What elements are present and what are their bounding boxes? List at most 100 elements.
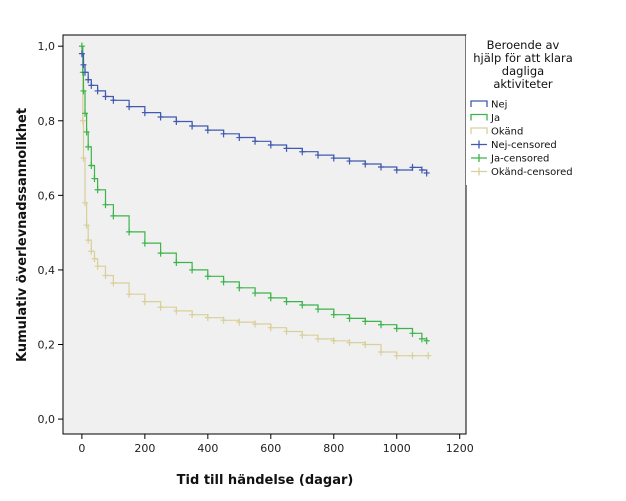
censor-marker: [85, 236, 92, 244]
censor-marker: [91, 175, 98, 183]
censor-marker: [94, 186, 101, 194]
censor-marker: [409, 163, 416, 171]
censor-marker: [110, 96, 117, 104]
censor-marker: [393, 324, 400, 332]
censor-marker: [236, 318, 243, 326]
censor-marker: [102, 272, 109, 280]
censor-marker: [79, 117, 86, 125]
censor-marker: [189, 311, 196, 319]
censor-marker: [283, 327, 290, 335]
legend-swatch: [471, 140, 487, 149]
censor-marker: [346, 157, 353, 165]
censor-marker: [377, 321, 384, 329]
legend-swatch: [470, 127, 488, 134]
censor-marker: [220, 130, 227, 138]
censor-marker: [252, 320, 259, 328]
censor-marker: [418, 335, 425, 343]
censor-marker: [252, 289, 259, 297]
legend-label: Okänd: [491, 127, 523, 138]
censor-marker: [102, 93, 109, 101]
censor-marker: [204, 314, 211, 322]
legend-entry-ja-censored: Ja-censored: [471, 154, 549, 165]
censor-marker: [80, 154, 87, 162]
censor-marker: [85, 143, 92, 151]
x-tick-label: 1000: [383, 442, 411, 455]
y-tick-label: 0,2: [38, 339, 56, 352]
censor-marker: [393, 352, 400, 360]
y-tick-label: 1,0: [38, 40, 56, 53]
censor-marker: [377, 348, 384, 356]
legend-swatch: [471, 154, 487, 162]
censor-marker: [330, 337, 337, 345]
censor-marker: [88, 247, 95, 255]
y-tick-label: 0,6: [38, 189, 56, 202]
censor-marker: [220, 316, 227, 324]
censor-marker: [141, 298, 148, 306]
censor-marker: [91, 255, 98, 263]
censor-marker: [267, 141, 274, 149]
legend-title-line: Beroende av: [487, 38, 560, 52]
censor-marker: [88, 81, 95, 89]
legend-label: Nej: [491, 100, 507, 111]
censor-marker: [362, 317, 369, 325]
censor-marker: [85, 76, 92, 84]
censor-marker: [110, 212, 117, 220]
censor-marker: [252, 137, 259, 145]
legend-label: Ja: [490, 113, 500, 124]
y-tick-label: 0,4: [38, 264, 56, 277]
censor-marker: [82, 199, 89, 207]
series-layer: [78, 42, 432, 360]
series-ja: [78, 42, 430, 345]
censor-marker: [409, 329, 416, 337]
legend-label: Nej-censored: [491, 140, 557, 151]
x-tick-label: 200: [134, 442, 155, 455]
censor-marker: [393, 166, 400, 174]
censor-marker: [299, 331, 306, 339]
censor-marker: [141, 109, 148, 117]
censor-marker: [315, 335, 322, 343]
censor-marker: [102, 201, 109, 209]
legend-title-line: hjälp för att klara: [473, 51, 573, 65]
series-line: [81, 45, 429, 357]
legend-swatch: [470, 100, 488, 107]
censor-marker: [362, 341, 369, 349]
censor-marker: [299, 301, 306, 309]
x-tick-label: 1200: [446, 442, 474, 455]
censor-marker: [173, 307, 180, 315]
legend-title-line: aktiviteter: [493, 77, 553, 91]
censor-marker: [236, 284, 243, 292]
censor-marker: [94, 87, 101, 95]
censor-marker: [82, 109, 89, 117]
censor-marker: [126, 228, 133, 236]
legend-entries: Nej Ja Okänd Nej-censored Ja-censored Okänd-c…: [470, 100, 573, 178]
censor-marker: [409, 352, 416, 360]
censor-marker: [141, 239, 148, 247]
legend-entry-nej-censored: Nej-censored: [471, 140, 557, 151]
censor-marker: [330, 154, 337, 162]
censor-marker: [423, 337, 430, 345]
legend-entry-nej: Nej: [470, 100, 507, 111]
censor-marker: [157, 113, 164, 121]
legend-title-line: dagliga: [502, 64, 544, 78]
censor-marker: [315, 305, 322, 313]
censor-marker: [204, 272, 211, 280]
legend-label: Okänd-censored: [491, 167, 573, 178]
censor-marker: [189, 266, 196, 274]
legend-swatch: [471, 167, 487, 176]
censor-marker: [80, 87, 87, 95]
censor-marker: [126, 290, 133, 298]
censor-marker: [418, 166, 425, 174]
censor-marker: [204, 126, 211, 134]
censor-marker: [126, 103, 133, 111]
censor-marker: [173, 258, 180, 266]
censor-marker: [283, 144, 290, 152]
censor-marker: [330, 311, 337, 319]
censor-marker: [78, 50, 85, 58]
legend-entry-ok-nd: Okänd: [470, 127, 523, 138]
x-tick-label: 0: [78, 442, 85, 455]
censor-marker: [189, 122, 196, 130]
y-axis-title: Kumulativ överlevnadssannolikhet: [15, 108, 30, 362]
censor-marker: [423, 169, 430, 177]
